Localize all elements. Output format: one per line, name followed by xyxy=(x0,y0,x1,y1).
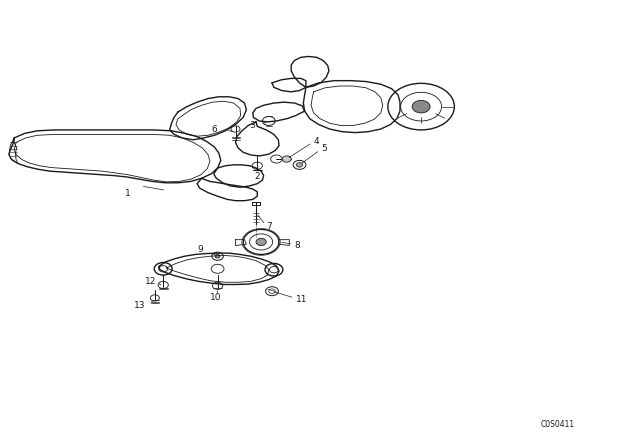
Text: 7: 7 xyxy=(266,222,272,231)
Text: 2: 2 xyxy=(254,172,260,181)
Text: 5: 5 xyxy=(321,144,327,153)
Text: 12: 12 xyxy=(145,277,156,286)
Text: 1: 1 xyxy=(125,189,131,198)
Circle shape xyxy=(296,163,303,167)
Text: 10: 10 xyxy=(210,293,221,302)
Text: 3: 3 xyxy=(250,121,255,130)
Text: 13: 13 xyxy=(134,301,146,310)
Circle shape xyxy=(412,100,430,113)
Text: 11: 11 xyxy=(296,295,307,304)
Circle shape xyxy=(282,156,291,162)
Circle shape xyxy=(256,238,266,246)
Text: 6: 6 xyxy=(211,125,217,134)
Circle shape xyxy=(215,254,220,258)
Text: 8: 8 xyxy=(294,241,300,250)
Text: 9: 9 xyxy=(197,246,203,254)
Text: C0S0411: C0S0411 xyxy=(541,420,575,429)
Text: 4: 4 xyxy=(314,137,319,146)
